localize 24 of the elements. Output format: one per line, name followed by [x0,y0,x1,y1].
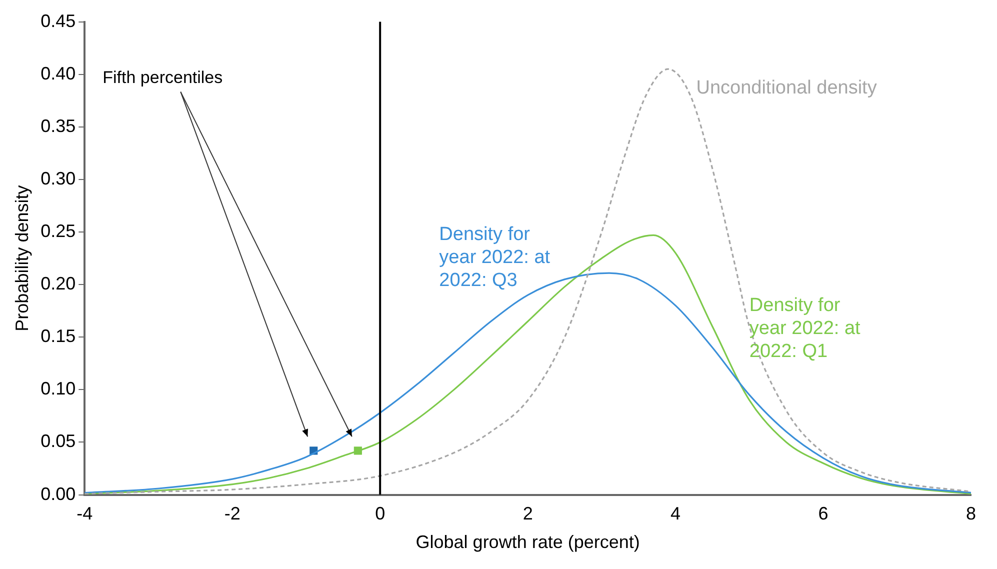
x-tick-label: 8 [966,504,976,524]
y-tick-label: 0.40 [40,63,76,84]
y-tick-label: 0.20 [40,274,76,294]
y-tick-label: 0.25 [40,220,76,241]
series-label: Density for year 2022: at 2022: Q3 [439,224,551,291]
x-tick-label: 2 [522,504,533,524]
y-tick-label: 0.30 [40,168,76,188]
x-tick-label: -4 [76,504,93,524]
series-label: Unconditional density [696,77,878,98]
y-tick-label: 0.00 [40,484,76,504]
x-axis-title: Global growth rate (percent) [416,532,640,552]
y-axis-title: Probability density [12,185,32,332]
series-label: Density for year 2022: at 2022: Q1 [749,294,862,362]
line-series [84,272,971,494]
x-tick-label: 0 [375,504,386,524]
annotation: Fifth percentiles [102,68,223,87]
y-tick-label: 0.15 [40,326,76,346]
y-tick-label: 0.10 [40,378,76,399]
x-tick-label: -2 [224,504,240,524]
x-tick-label: 6 [818,504,828,524]
x-tick-label: 4 [670,504,681,524]
y-tick-label: 0.45 [40,10,76,31]
y-tick-label: 0.05 [40,431,76,452]
y-tick-label: 0.35 [40,116,76,136]
